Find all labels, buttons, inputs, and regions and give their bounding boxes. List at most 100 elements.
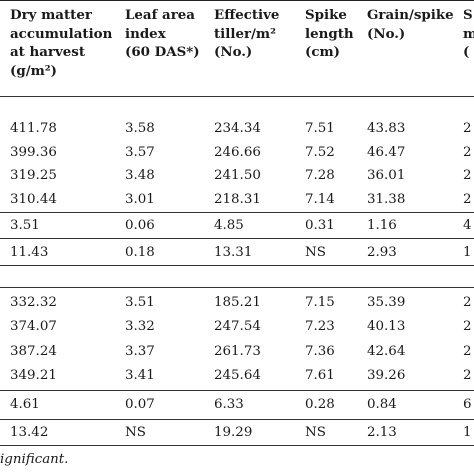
table-bottom-rule bbox=[0, 445, 474, 446]
column-header: Leaf area index (60 DAS*) bbox=[125, 6, 200, 62]
table-cell: 4.85 bbox=[214, 218, 244, 233]
column-header-line: Grain/spike bbox=[367, 7, 454, 23]
table-cell: 4.61 bbox=[10, 397, 40, 412]
table-cell: 411.78 bbox=[10, 121, 57, 136]
table-row: 319.25 3.48 241.50 7.28 36.01 2 bbox=[0, 164, 474, 188]
table-row: 387.24 3.37 261.73 7.36 42.64 2 bbox=[0, 340, 474, 364]
column-header-line: tiller/m² bbox=[214, 25, 276, 42]
table-cell: 36.01 bbox=[367, 168, 406, 183]
table-row: 411.78 3.58 234.34 7.51 43.83 2 bbox=[0, 117, 474, 141]
table-cell: 387.24 bbox=[10, 343, 57, 359]
table-cell: 185.21 bbox=[214, 295, 261, 310]
group-divider bbox=[0, 238, 474, 239]
column-header-line: Dry matter bbox=[10, 7, 92, 23]
table-cell: 3.37 bbox=[125, 343, 155, 359]
table-cell: NS bbox=[125, 425, 146, 440]
column-header-line: m bbox=[463, 25, 474, 42]
table-cell: 234.34 bbox=[214, 121, 261, 136]
table-row: 310.44 3.01 218.31 7.14 31.38 2 bbox=[0, 188, 474, 212]
header-top-rule bbox=[0, 0, 474, 1]
table-cell: 7.52 bbox=[305, 144, 335, 160]
table-cell: 2 bbox=[463, 343, 472, 359]
table-cell: 40.13 bbox=[367, 319, 406, 335]
table-cell: 319.25 bbox=[10, 168, 57, 183]
table-cell: 0.07 bbox=[125, 397, 155, 412]
table-cell: 2 bbox=[463, 121, 472, 136]
table-cell: 1 bbox=[463, 245, 472, 260]
table-cell: 2 bbox=[463, 144, 472, 160]
table-cell: 13.31 bbox=[214, 245, 253, 260]
header-bottom-rule bbox=[0, 96, 474, 97]
group-divider bbox=[0, 390, 474, 391]
group-divider bbox=[0, 265, 474, 266]
table-cell: 3.01 bbox=[125, 191, 155, 207]
table-cell: 19.29 bbox=[214, 425, 253, 440]
table-cell: 7.15 bbox=[305, 295, 335, 310]
table-cell: 3.57 bbox=[125, 144, 155, 160]
table-cell: 7.28 bbox=[305, 168, 335, 183]
table-cell: 7.14 bbox=[305, 191, 335, 207]
column-header-line: Leaf area bbox=[125, 7, 195, 23]
table-cell: 247.54 bbox=[214, 319, 261, 335]
group-divider bbox=[0, 287, 474, 288]
cd-row: 11.43 0.18 13.31 NS 2.93 1 bbox=[0, 241, 474, 265]
table-cell: 2 bbox=[463, 367, 472, 383]
table-cell: 374.07 bbox=[10, 319, 57, 335]
table-cell: 2.93 bbox=[367, 245, 397, 260]
table-cell: 3.58 bbox=[125, 121, 155, 136]
table-cell: 11.43 bbox=[10, 245, 49, 260]
column-header-line: Spike bbox=[305, 7, 347, 23]
column-header-line: ( bbox=[463, 44, 470, 60]
table-row: 332.32 3.51 185.21 7.15 35.39 2 bbox=[0, 291, 474, 315]
column-header-line: index bbox=[125, 25, 166, 42]
column-header-line: (No.) bbox=[367, 25, 406, 42]
column-header-line: (No.) bbox=[214, 44, 253, 60]
column-header: Spike length (cm) bbox=[305, 6, 354, 62]
table-cell: 43.83 bbox=[367, 121, 406, 136]
table-cell: 0.28 bbox=[305, 397, 335, 412]
column-header-line: at harvest bbox=[10, 44, 86, 60]
table-cell: 2.13 bbox=[367, 425, 397, 440]
column-header-line: accumulation bbox=[10, 25, 113, 42]
table-cell: 0.06 bbox=[125, 218, 155, 233]
table-cell: 399.36 bbox=[10, 144, 57, 160]
table-cell: 241.50 bbox=[214, 168, 261, 183]
table-cell: 31.38 bbox=[367, 191, 406, 207]
table-cell: 310.44 bbox=[10, 191, 57, 207]
table-cell: NS bbox=[305, 425, 326, 440]
table-row: 349.21 3.41 245.64 7.61 39.26 2 bbox=[0, 364, 474, 388]
table-cell: 7.61 bbox=[305, 367, 335, 383]
table-cell: 39.26 bbox=[367, 367, 406, 383]
table-cell: NS bbox=[305, 245, 326, 260]
cd-row: 13.42 NS 19.29 NS 2.13 1 bbox=[0, 421, 474, 445]
table-cell: 6 bbox=[463, 397, 472, 412]
group-divider bbox=[0, 212, 474, 213]
table-cell: 246.66 bbox=[214, 144, 261, 160]
column-header-line: (cm) bbox=[305, 44, 340, 60]
table-cell: 1 bbox=[463, 425, 472, 440]
table-cell: 349.21 bbox=[10, 367, 57, 383]
table-cell: 3.51 bbox=[10, 218, 40, 233]
table-cell: 0.31 bbox=[305, 218, 335, 233]
column-header-line: S bbox=[463, 7, 473, 23]
table-cell: 46.47 bbox=[367, 144, 406, 160]
table-cell: 2 bbox=[463, 319, 472, 335]
table-cell: 3.32 bbox=[125, 319, 155, 335]
table-cell: 4 bbox=[463, 218, 472, 233]
table-cell: 3.51 bbox=[125, 295, 155, 310]
sem-row: 3.51 0.06 4.85 0.31 1.16 4 bbox=[0, 214, 474, 238]
table-cell: 35.39 bbox=[367, 295, 406, 310]
table-cell: 332.32 bbox=[10, 295, 57, 310]
table-cell: 2 bbox=[463, 295, 472, 310]
table-cell: 42.64 bbox=[367, 343, 406, 359]
table-cell: 6.33 bbox=[214, 397, 244, 412]
table-cell: 0.84 bbox=[367, 397, 397, 412]
column-header: Effective tiller/m² (No.) bbox=[214, 6, 279, 62]
column-header-line: length bbox=[305, 25, 354, 42]
table-cell: 1.16 bbox=[367, 218, 397, 233]
table-cell: 7.51 bbox=[305, 121, 335, 136]
table-row: 399.36 3.57 246.66 7.52 46.47 2 bbox=[0, 141, 474, 165]
table-cell: 3.48 bbox=[125, 168, 155, 183]
table-cell: 2 bbox=[463, 191, 472, 207]
